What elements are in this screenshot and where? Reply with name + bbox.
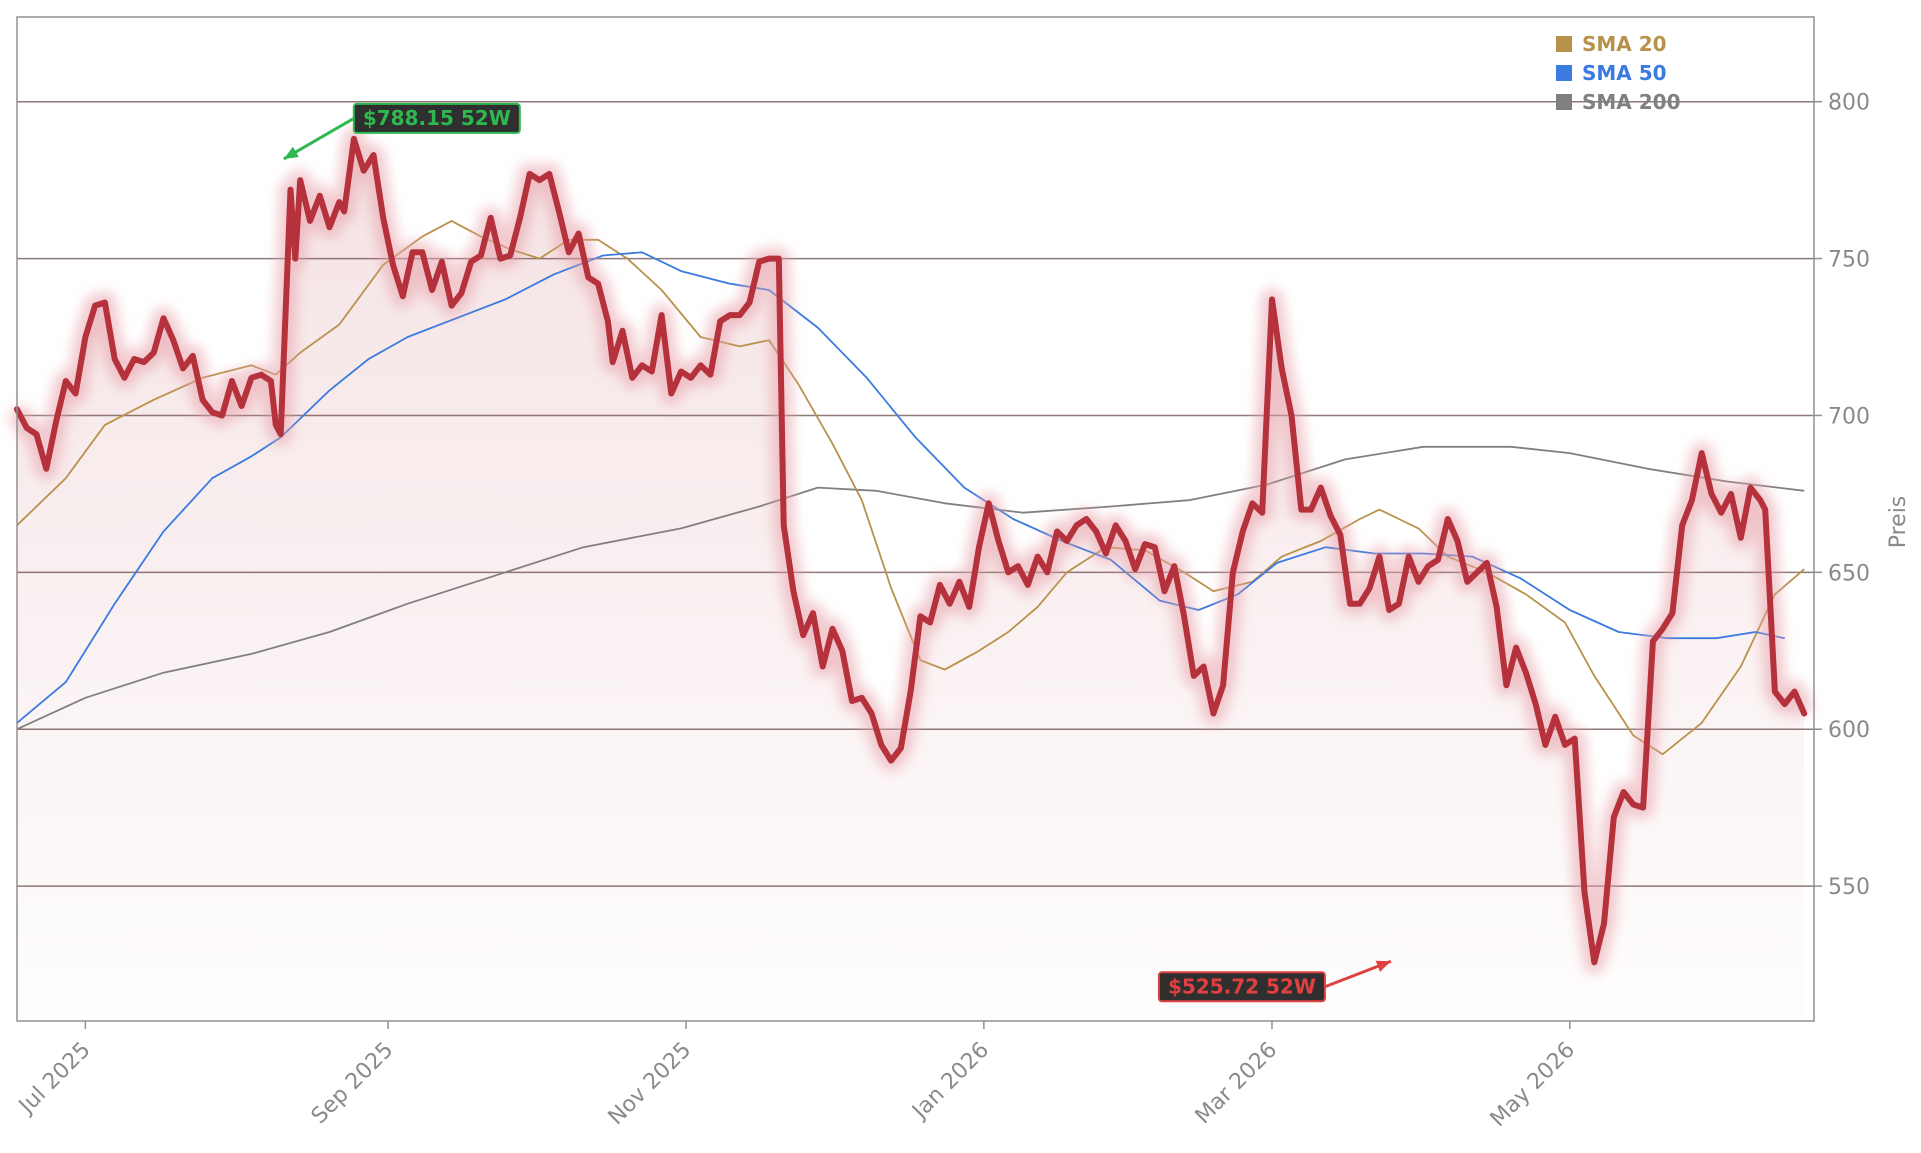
legend-label-2: SMA 200 (1582, 90, 1681, 114)
y-axis-label: Preis (1886, 496, 1911, 549)
y-tick-label-750: 750 (1828, 248, 1870, 273)
x-tick-label-1: Sep 2025 (307, 1038, 399, 1130)
y-tick-label-650: 650 (1828, 561, 1870, 586)
price-area-fill (17, 138, 1805, 1021)
y-tick-label-700: 700 (1828, 404, 1870, 429)
x-axis: Jul 2025 Sep 2025 Nov 2025 Jan 2026 Mar 2026… (13, 1021, 1580, 1132)
legend-swatch-1 (1556, 65, 1572, 81)
annotation-box-1 (1157, 971, 1326, 1003)
sma200-line (16, 445, 1805, 731)
x-tick-label-2: Nov 2025 (604, 1038, 697, 1131)
x-tick-label-4: Mar 2026 (1191, 1038, 1283, 1130)
annotation-arrowhead-0 (283, 146, 299, 159)
y-tick-label-600: 600 (1828, 718, 1870, 743)
legend: SMA 20 SMA 50 SMA 200 (1556, 32, 1681, 114)
plot-frame (16, 16, 1815, 1022)
annotations: $788.15 52W $525.72 52W (283, 102, 1392, 1003)
legend-swatch-2 (1556, 94, 1572, 110)
price-line-main (14, 135, 1808, 966)
legend-label-0: SMA 20 (1582, 32, 1667, 56)
legend-swatch-0 (1556, 36, 1572, 52)
annotation-label-1: $525.72 52W (1168, 974, 1316, 998)
price-area (17, 138, 1805, 1021)
price-line (7, 127, 1815, 974)
y-tick-label-550: 550 (1828, 875, 1870, 900)
annotation-arrowhead-1 (1375, 960, 1391, 972)
annotation-box-0 (352, 102, 521, 134)
y-axis: 550 600 650 700 750 800 (1814, 91, 1870, 900)
x-tick-label-3: Jan 2026 (906, 1038, 994, 1126)
y-tick-label-800: 800 (1828, 91, 1870, 116)
x-tick-label-5: May 2026 (1486, 1038, 1580, 1132)
x-tick-label-0: Jul 2025 (13, 1038, 95, 1120)
legend-label-1: SMA 50 (1582, 61, 1667, 85)
annotation-label-0: $788.15 52W (363, 106, 511, 130)
